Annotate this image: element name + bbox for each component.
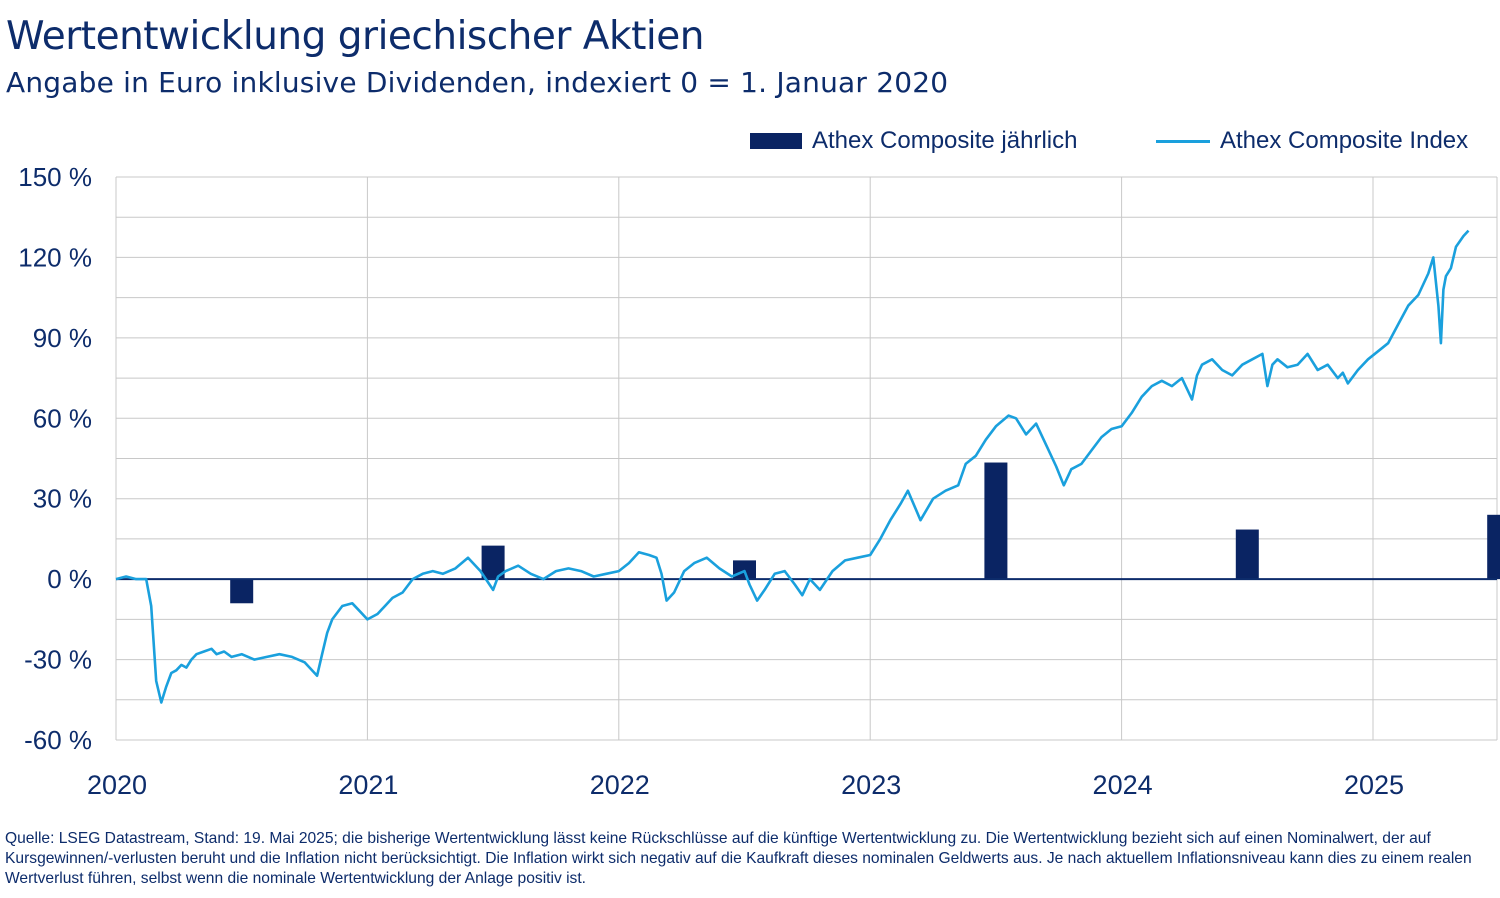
- legend-bar-swatch: [750, 133, 802, 149]
- y-tick-label: -30 %: [24, 645, 92, 675]
- x-tick-label: 2025: [1344, 770, 1404, 800]
- legend-bar-label: Athex Composite jährlich: [812, 127, 1078, 154]
- bar-2021: [481, 545, 505, 580]
- legend-item-bars: Athex Composite jährlich: [750, 124, 1077, 158]
- index-line: [115, 229, 1470, 704]
- x-tick-label: 2020: [87, 770, 147, 800]
- legend-line-swatch: [1156, 139, 1210, 143]
- y-tick-label: 90 %: [33, 323, 92, 353]
- footnote: Quelle: LSEG Datastream, Stand: 19. Mai …: [5, 830, 1472, 887]
- y-tick-label: 0 %: [47, 564, 92, 594]
- chart-subtitle: Angabe in Euro inklusive Dividenden, ind…: [6, 66, 949, 99]
- y-tick-label: 30 %: [33, 484, 92, 514]
- bar-2023: [984, 462, 1008, 580]
- y-tick-label: -60 %: [24, 725, 92, 755]
- x-tick-label: 2022: [590, 770, 650, 800]
- x-tick-label: 2021: [338, 770, 398, 800]
- chart-plot: 150 % 120 % 90 % 60 % 30 % 0 % -30 % -60 % 2020 2…: [18, 162, 1500, 800]
- legend-item-line: Athex Composite Index: [1156, 124, 1468, 158]
- chart-title: Wertentwicklung griechischer Aktien: [6, 14, 704, 59]
- y-tick-label: 150 %: [18, 162, 92, 192]
- y-tick-label: 120 %: [18, 242, 92, 272]
- legend-line-label: Athex Composite Index: [1220, 127, 1469, 154]
- bar-2022: [733, 560, 756, 580]
- x-tick-label: 2024: [1093, 770, 1153, 800]
- bar-2024: [1235, 529, 1259, 580]
- y-tick-label: 60 %: [33, 403, 92, 433]
- bar-2020: [230, 579, 254, 604]
- x-tick-label: 2023: [841, 770, 901, 800]
- bar-2025: [1487, 514, 1500, 580]
